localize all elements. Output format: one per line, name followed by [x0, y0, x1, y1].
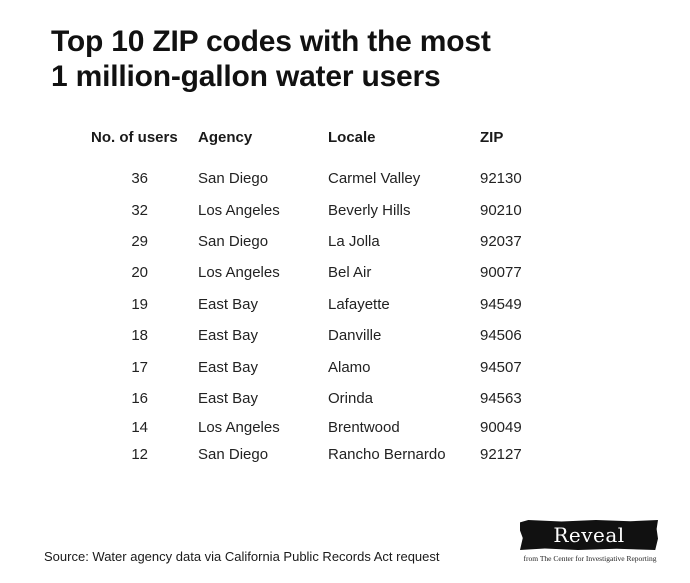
- cell-users: 19: [131, 296, 148, 313]
- cell-agency: Los Angeles: [198, 264, 280, 281]
- cell-locale: Brentwood: [328, 419, 400, 436]
- cell-locale: Bel Air: [328, 264, 372, 281]
- cell-zip: 92130: [480, 170, 522, 187]
- cell-users: 16: [131, 390, 148, 407]
- logo-tagline: from The Center for Investigative Report…: [523, 554, 657, 563]
- logo-wordmark: Reveal: [553, 523, 625, 547]
- cell-agency: East Bay: [198, 327, 259, 344]
- chart-title-line-1: Top 10 ZIP codes with the most: [51, 25, 491, 58]
- cell-zip: 90210: [480, 202, 522, 219]
- cell-zip: 92037: [480, 233, 522, 250]
- cell-users: 18: [131, 327, 148, 344]
- chart-title-line-2: 1 million-gallon water users: [51, 60, 441, 93]
- reveal-logo: Reveal from The Center for Investigative…: [520, 520, 660, 566]
- cell-zip: 90049: [480, 419, 522, 436]
- cell-users: 29: [131, 233, 148, 250]
- header-no-of-users: No. of users: [91, 129, 178, 146]
- cell-users: 32: [131, 202, 148, 219]
- cell-zip: 94563: [480, 390, 522, 407]
- cell-agency: Los Angeles: [198, 419, 280, 436]
- cell-zip: 94549: [480, 296, 522, 313]
- cell-users: 14: [131, 419, 148, 436]
- cell-agency: East Bay: [198, 359, 259, 376]
- source-note: Source: Water agency data via California…: [44, 549, 440, 564]
- cell-locale: Alamo: [328, 359, 371, 376]
- cell-agency: San Diego: [198, 446, 269, 463]
- cell-zip: 94507: [480, 359, 522, 376]
- cell-agency: San Diego: [198, 233, 269, 250]
- header-zip: ZIP: [480, 129, 504, 146]
- cell-users: 12: [131, 446, 148, 463]
- cell-locale: Rancho Bernardo: [328, 446, 446, 463]
- cell-agency: San Diego: [198, 170, 269, 187]
- logo-ink-block: [520, 520, 658, 550]
- cell-users: 20: [131, 264, 148, 281]
- cell-agency: East Bay: [198, 390, 259, 407]
- cell-zip: 94506: [480, 327, 522, 344]
- cell-agency: East Bay: [198, 296, 259, 313]
- cell-users: 36: [131, 170, 148, 187]
- header-agency: Agency: [198, 129, 253, 146]
- cell-zip: 92127: [480, 446, 522, 463]
- cell-locale: Carmel Valley: [328, 170, 421, 187]
- cell-locale: Danville: [328, 327, 382, 344]
- chart-title: Top 10 ZIP codes with the most 1 million…: [51, 24, 651, 94]
- cell-users: 17: [131, 359, 148, 376]
- cell-agency: Los Angeles: [198, 202, 280, 219]
- cell-locale: La Jolla: [328, 233, 380, 250]
- cell-locale: Beverly Hills: [328, 202, 411, 219]
- cell-locale: Lafayette: [328, 296, 390, 313]
- header-locale: Locale: [328, 129, 376, 146]
- cell-locale: Orinda: [328, 390, 374, 407]
- cell-zip: 90077: [480, 264, 522, 281]
